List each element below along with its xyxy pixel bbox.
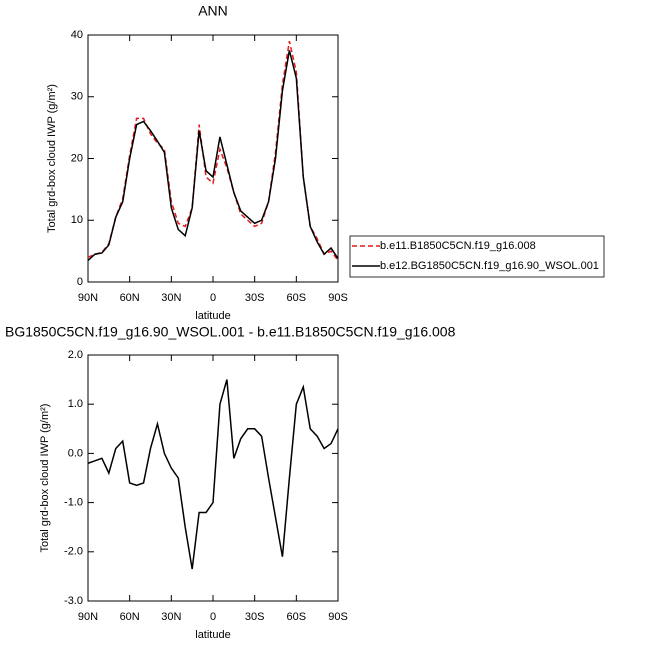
y-axis-label: Total grd-box cloud IWP (g/m²) xyxy=(39,404,51,553)
legend-box xyxy=(349,235,605,278)
x-tick-label: 30S xyxy=(245,292,265,304)
x-tick-label: 60N xyxy=(120,611,140,623)
x-tick-label: 0 xyxy=(210,292,216,304)
y-tick-label: 30 xyxy=(71,91,83,103)
x-tick-label: 90N xyxy=(78,292,98,304)
y-tick-label: -3.0 xyxy=(64,595,83,607)
series-line xyxy=(87,41,339,261)
series-line xyxy=(87,50,339,261)
y-tick-label: -2.0 xyxy=(64,546,83,558)
y-tick-label: 0 xyxy=(77,276,83,288)
x-tick-label: 60S xyxy=(287,611,307,623)
x-tick-label: 90S xyxy=(328,611,348,623)
x-tick-label: 90N xyxy=(78,611,98,623)
chart-title: ANN xyxy=(198,3,228,19)
y-tick-label: 10 xyxy=(71,214,83,226)
x-tick-label: 30N xyxy=(161,292,181,304)
legend-label: b.e12.BG1850C5CN.f19_g16.90_WSOL.001 xyxy=(380,260,599,272)
y-tick-label: 1.0 xyxy=(68,398,83,410)
x-axis-label: latitude xyxy=(195,310,230,322)
y-axis-label: Total grd-box cloud IWP (g/m²) xyxy=(46,84,58,233)
y-tick-label: 2.0 xyxy=(68,349,83,361)
y-tick-label: -1.0 xyxy=(64,497,83,509)
x-tick-label: 60S xyxy=(287,292,307,304)
y-tick-label: 40 xyxy=(71,29,83,41)
x-tick-label: 30N xyxy=(161,611,181,623)
x-tick-label: 60N xyxy=(120,292,140,304)
x-tick-label: 30S xyxy=(245,611,265,623)
x-axis-label: latitude xyxy=(195,629,230,641)
y-tick-label: 20 xyxy=(71,152,83,164)
y-tick-label: 0.0 xyxy=(68,447,83,459)
x-tick-label: 90S xyxy=(328,292,348,304)
plot-frame xyxy=(87,34,339,283)
series-line xyxy=(87,379,339,570)
chart-title: BG1850C5CN.f19_g16.90_WSOL.001 - b.e11.B… xyxy=(5,324,456,340)
legend-label: b.e11.B1850C5CN.f19_g16.008 xyxy=(380,240,536,252)
x-tick-label: 0 xyxy=(210,611,216,623)
